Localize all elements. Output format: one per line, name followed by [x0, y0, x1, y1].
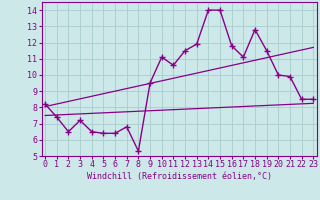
X-axis label: Windchill (Refroidissement éolien,°C): Windchill (Refroidissement éolien,°C)	[87, 172, 272, 181]
